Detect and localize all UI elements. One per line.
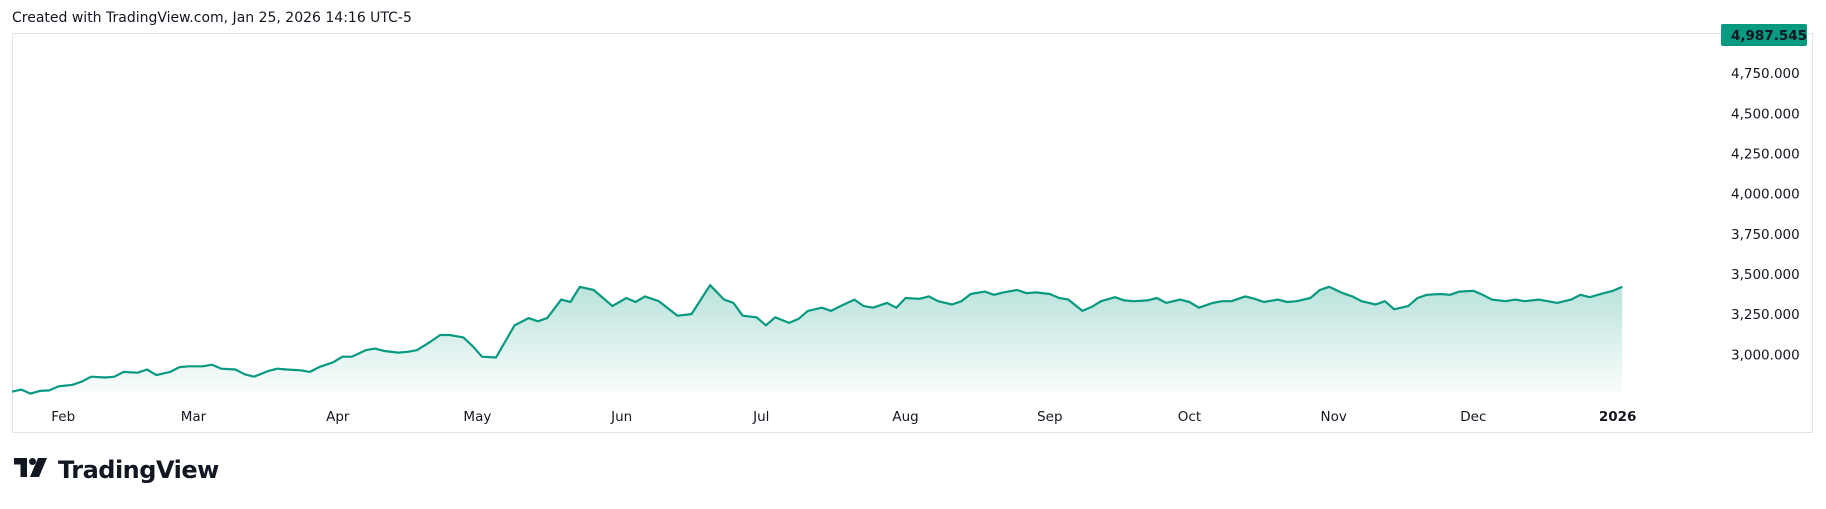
- x-tick-label: Jul: [752, 409, 769, 425]
- y-tick-label: 3,250.000: [1731, 307, 1800, 323]
- chart-caption: Created with TradingView.com, Jan 25, 20…: [12, 10, 412, 26]
- x-tick-label: Jun: [610, 409, 632, 425]
- brand-name: TradingView: [58, 456, 219, 484]
- x-tick-label: Nov: [1321, 409, 1347, 425]
- x-tick-label: Mar: [181, 409, 207, 425]
- chart-frame[interactable]: [12, 33, 1813, 433]
- last-price-badge-bg: [1721, 24, 1807, 46]
- price-area-fill: [12, 285, 1623, 394]
- x-tick-label: Dec: [1460, 409, 1486, 425]
- price-line: [11, 284, 1623, 395]
- y-tick-label: 4,250.000: [1731, 146, 1800, 162]
- last-price-badge: 4,987.545: [1721, 24, 1807, 46]
- x-tick-label: Aug: [892, 409, 918, 425]
- y-tick-label: 4,500.000: [1731, 106, 1800, 122]
- y-tick-label: 3,750.000: [1731, 227, 1800, 243]
- last-price-label: 4,987.545: [1731, 28, 1807, 44]
- x-tick-label: Apr: [326, 409, 350, 425]
- x-tick-label: 2026: [1599, 409, 1637, 425]
- x-tick-label: Sep: [1037, 409, 1062, 425]
- x-tick-label: Oct: [1178, 409, 1201, 425]
- x-tick-label: Feb: [51, 409, 75, 425]
- price-axis[interactable]: 4,750.000 4,500.000 4,250.000 4,000.000 3,75…: [1731, 66, 1800, 363]
- y-tick-label: 4,750.000: [1731, 66, 1800, 82]
- tradingview-logo-icon: [14, 458, 50, 482]
- y-tick-label: 3,000.000: [1731, 347, 1800, 363]
- y-tick-label: 3,500.000: [1731, 267, 1800, 283]
- brand-footer[interactable]: TradingView: [14, 456, 219, 484]
- y-tick-label: 4,000.000: [1731, 187, 1800, 203]
- x-tick-label: May: [463, 409, 491, 425]
- time-axis[interactable]: Feb Mar Apr May Jun Jul Aug Sep Oct Nov Dec 2026: [51, 409, 1636, 425]
